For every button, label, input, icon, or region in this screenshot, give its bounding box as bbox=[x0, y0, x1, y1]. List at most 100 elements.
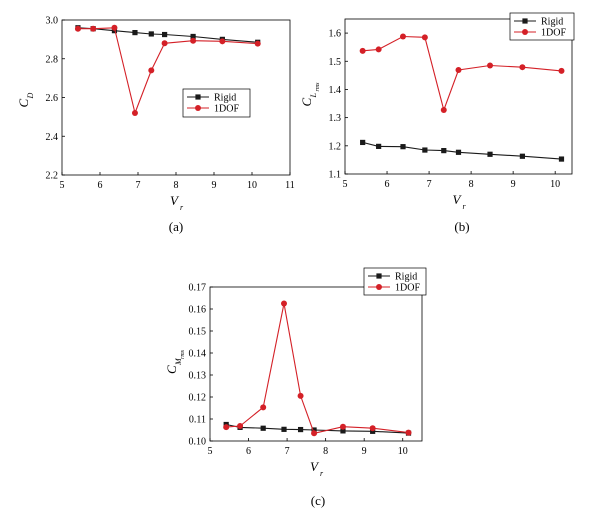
data-point-1dof bbox=[400, 33, 407, 40]
x-tick-label: 6 bbox=[385, 179, 390, 190]
x-tick-label: 10 bbox=[398, 446, 408, 457]
y-tick-label: 1.6 bbox=[329, 29, 342, 40]
data-point-1dof bbox=[421, 34, 428, 41]
x-tick-label: 10 bbox=[247, 180, 257, 191]
data-point-1dof bbox=[111, 24, 118, 31]
data-point-rigid bbox=[400, 144, 406, 150]
data-point-rigid bbox=[162, 31, 168, 38]
y-tick-label: 0.10 bbox=[189, 437, 207, 448]
y-tick-label: 0.14 bbox=[189, 349, 207, 360]
x-tick-label: 9 bbox=[511, 179, 516, 190]
y-axis-title-subscript: M bbox=[174, 357, 183, 366]
data-point-1dof bbox=[487, 62, 494, 69]
panel-caption: (a) bbox=[169, 219, 183, 234]
data-point-1dof bbox=[558, 67, 565, 74]
legend-swatch-marker bbox=[376, 284, 382, 290]
x-tick-label: 7 bbox=[136, 180, 141, 191]
data-point-1dof bbox=[131, 110, 138, 116]
data-point-1dof bbox=[90, 25, 97, 32]
legend-box bbox=[182, 88, 251, 118]
x-tick-label: 8 bbox=[469, 179, 474, 190]
legend-swatch-marker bbox=[376, 273, 382, 279]
legend-label-rigid: Rigid bbox=[541, 17, 563, 28]
data-point-1dof bbox=[281, 300, 288, 307]
series-line-1dof bbox=[362, 35, 562, 112]
data-point-rigid bbox=[487, 151, 493, 157]
y-axis-title-subscript: D bbox=[26, 93, 35, 100]
legend-label-1dof: 1DOF bbox=[214, 104, 239, 115]
y-axis-title: CD bbox=[16, 93, 35, 108]
panel-caption: (b) bbox=[454, 219, 469, 234]
y-tick-label: 2.8 bbox=[46, 54, 59, 65]
x-tick-label: 6 bbox=[246, 446, 251, 457]
data-point-1dof bbox=[219, 38, 226, 45]
data-point-1dof bbox=[297, 392, 304, 399]
series-1dof bbox=[223, 300, 412, 437]
series-1dof bbox=[359, 33, 565, 114]
data-point-1dof bbox=[339, 423, 346, 430]
data-point-rigid bbox=[422, 147, 428, 153]
data-point-rigid bbox=[340, 428, 346, 434]
y-tick-label: 0.11 bbox=[189, 415, 206, 426]
y-tick-label: 1.5 bbox=[329, 57, 342, 68]
data-point-1dof bbox=[375, 46, 382, 53]
data-point-rigid bbox=[281, 426, 287, 432]
data-point-rigid bbox=[260, 425, 266, 431]
data-point-1dof bbox=[455, 67, 462, 74]
plot-frame bbox=[209, 286, 423, 442]
y-tick-label: 1.2 bbox=[329, 141, 342, 152]
y-tick-label: 1.1 bbox=[329, 170, 342, 181]
data-point-rigid bbox=[376, 143, 382, 149]
data-point-1dof bbox=[311, 430, 318, 437]
data-point-1dof bbox=[519, 64, 526, 71]
y-tick-label: 2.6 bbox=[46, 93, 59, 104]
data-point-1dof bbox=[260, 404, 267, 411]
x-tick-label: 6 bbox=[98, 180, 103, 191]
legend-box bbox=[363, 267, 427, 296]
x-tick-label: 8 bbox=[174, 180, 179, 191]
y-axis-title-main: C bbox=[299, 98, 314, 107]
x-axis-title: V bbox=[310, 459, 320, 474]
x-tick-label: 5 bbox=[208, 446, 213, 457]
data-point-1dof bbox=[190, 37, 197, 44]
y-tick-label: 1.4 bbox=[329, 85, 342, 96]
x-axis-title-subscript: r bbox=[180, 203, 184, 212]
legend-label-1dof: 1DOF bbox=[541, 28, 566, 39]
series-line-1dof bbox=[226, 303, 409, 434]
data-point-1dof bbox=[161, 40, 168, 47]
legend-label-rigid: Rigid bbox=[395, 272, 417, 283]
data-point-rigid bbox=[132, 29, 138, 36]
y-tick-label: 3.0 bbox=[46, 16, 59, 27]
legend-box bbox=[509, 12, 575, 41]
x-tick-label: 7 bbox=[285, 446, 290, 457]
data-point-rigid bbox=[311, 427, 317, 433]
y-axis-title-main: C bbox=[164, 365, 179, 374]
y-axis-title-subscript: L bbox=[309, 93, 318, 99]
x-axis-title-subscript: r bbox=[463, 202, 467, 211]
data-point-1dof bbox=[405, 429, 412, 436]
data-point-rigid bbox=[297, 426, 304, 433]
legend-label-1dof: 1DOF bbox=[395, 283, 420, 294]
data-point-1dof bbox=[359, 47, 366, 54]
data-point-rigid bbox=[360, 139, 366, 146]
y-tick-label: 2.2 bbox=[46, 171, 59, 182]
y-axis-title-subsubscript: rms bbox=[315, 82, 321, 92]
legend-label-rigid: Rigid bbox=[214, 93, 236, 104]
x-tick-label: 11 bbox=[285, 180, 295, 191]
legend-swatch-marker bbox=[195, 94, 201, 100]
y-axis-title-main: C bbox=[16, 99, 31, 108]
y-tick-label: 0.17 bbox=[189, 283, 207, 294]
plot-frame bbox=[344, 18, 573, 175]
x-tick-label: 9 bbox=[362, 446, 367, 457]
series-rigid bbox=[223, 421, 412, 436]
data-point-1dof bbox=[254, 40, 261, 47]
y-tick-label: 0.12 bbox=[189, 393, 207, 404]
data-point-1dof bbox=[223, 424, 230, 431]
series-line-rigid bbox=[77, 27, 258, 43]
legend-swatch-marker bbox=[195, 105, 201, 111]
series-1dof bbox=[74, 24, 261, 116]
